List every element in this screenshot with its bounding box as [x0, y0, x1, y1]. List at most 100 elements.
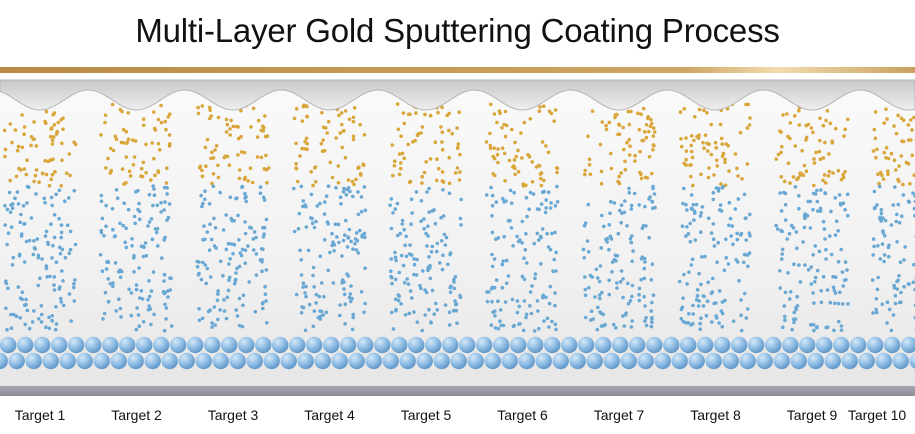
- blue-particle: [298, 248, 302, 253]
- blue-particle: [717, 208, 722, 212]
- substrate-sphere: [688, 352, 705, 370]
- substrate-sphere: [586, 352, 603, 370]
- blue-particle: [304, 204, 308, 209]
- gold-particle: [885, 117, 889, 121]
- gold-particle: [294, 162, 298, 166]
- blue-particle: [402, 227, 407, 232]
- blue-particle: [629, 240, 634, 245]
- gold-particle: [399, 161, 403, 165]
- blue-particle: [599, 311, 603, 316]
- gold-particle: [340, 122, 344, 127]
- blue-particle: [351, 194, 355, 199]
- blue-particle: [292, 229, 297, 234]
- blue-particle: [546, 245, 551, 249]
- gold-particle: [679, 137, 683, 141]
- blue-particle: [618, 280, 623, 284]
- blue-particle: [439, 215, 443, 220]
- blue-particle: [350, 296, 354, 301]
- gold-particle: [440, 140, 444, 144]
- gold-particle: [2, 128, 7, 133]
- gold-particle: [780, 144, 784, 149]
- gold-particle: [259, 155, 264, 160]
- gold-particle: [237, 176, 242, 181]
- blue-particle: [99, 199, 104, 203]
- gold-particle: [334, 136, 338, 140]
- gold-particle: [140, 174, 145, 179]
- gold-particle: [118, 107, 123, 112]
- blue-particle: [872, 189, 877, 194]
- blue-particle: [296, 227, 301, 231]
- blue-particle: [607, 278, 611, 283]
- blue-particle: [452, 308, 457, 313]
- blue-particle: [548, 284, 553, 289]
- blue-particle: [423, 313, 428, 317]
- blue-particle: [36, 283, 41, 288]
- blue-particle: [67, 251, 72, 256]
- blue-particle: [119, 315, 123, 319]
- blue-particle: [818, 209, 823, 213]
- gold-particle: [599, 169, 604, 174]
- blue-particle: [19, 234, 24, 238]
- blue-particle: [15, 190, 20, 194]
- blue-particle: [68, 229, 73, 234]
- blue-particle: [501, 259, 506, 263]
- gold-particle: [251, 106, 256, 111]
- gold-particle: [401, 111, 406, 115]
- gold-particle: [47, 183, 52, 188]
- gold-particle: [896, 113, 900, 118]
- blue-particle: [735, 237, 740, 242]
- substrate-sphere: [595, 336, 612, 354]
- gold-particle: [8, 178, 12, 183]
- blue-particle: [333, 222, 338, 226]
- blue-particle: [240, 247, 245, 252]
- blue-particle: [626, 281, 630, 286]
- blue-particle: [722, 268, 727, 273]
- substrate-sphere: [51, 336, 68, 354]
- blue-particle: [151, 270, 156, 274]
- blue-particle: [57, 216, 61, 221]
- gold-particle: [872, 127, 877, 132]
- blue-particle: [548, 206, 553, 210]
- blue-particle: [338, 313, 342, 318]
- gold-particle: [43, 119, 47, 124]
- target-label-4: Target 4: [304, 407, 355, 423]
- blue-particle: [501, 196, 505, 201]
- blue-particle: [227, 278, 231, 283]
- gold-particle: [636, 111, 640, 116]
- blue-particle: [493, 313, 497, 318]
- gold-particle: [504, 123, 509, 128]
- gold-particle: [24, 172, 29, 177]
- gold-particle: [205, 137, 210, 142]
- blue-particle: [59, 300, 64, 304]
- blue-particle: [581, 247, 586, 252]
- blue-particle: [324, 194, 329, 198]
- blue-particle: [521, 328, 526, 333]
- gold-particle: [54, 132, 59, 136]
- gold-particle: [617, 123, 622, 127]
- substrate-sphere: [195, 352, 212, 370]
- blue-particle: [311, 265, 316, 270]
- gold-particle: [358, 171, 363, 176]
- blue-particle: [544, 198, 548, 202]
- gold-particle: [538, 172, 543, 176]
- gold-particle: [892, 158, 897, 163]
- blue-particle: [531, 192, 536, 196]
- blue-particle: [490, 214, 494, 218]
- blue-particle: [129, 291, 134, 295]
- blue-particle: [5, 242, 9, 247]
- substrate-sphere: [663, 336, 680, 354]
- blue-particle: [489, 185, 493, 190]
- gold-particle: [159, 103, 163, 108]
- blue-particle: [325, 220, 330, 224]
- blue-particle: [214, 246, 218, 250]
- gold-particle: [29, 143, 33, 148]
- substrate-sphere: [187, 336, 204, 354]
- blue-particle: [299, 184, 304, 189]
- blue-particle: [594, 267, 599, 272]
- blue-particle: [99, 230, 104, 235]
- blue-particle: [682, 186, 686, 191]
- blue-particle: [685, 208, 689, 212]
- blue-particle: [162, 272, 167, 277]
- blue-particle: [59, 235, 63, 240]
- blue-particle: [554, 269, 558, 273]
